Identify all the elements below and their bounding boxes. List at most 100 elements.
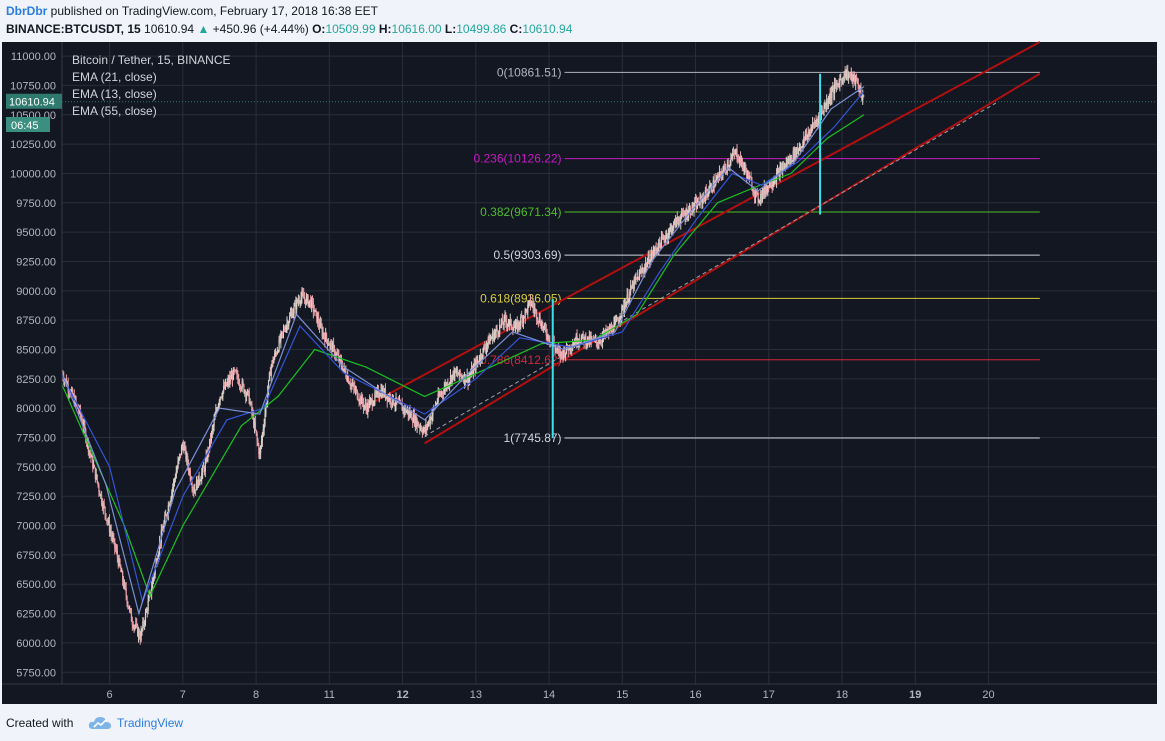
candle-body bbox=[456, 372, 459, 375]
candle-body bbox=[510, 319, 512, 328]
candle-body bbox=[781, 167, 783, 173]
candle-body bbox=[89, 450, 91, 454]
candle-body bbox=[698, 204, 700, 206]
candle-body bbox=[231, 374, 233, 380]
candle-body bbox=[700, 196, 702, 198]
candle-body bbox=[232, 369, 234, 380]
candle-body bbox=[372, 404, 374, 406]
fib-level-label: 0.382(9671.34) bbox=[480, 205, 561, 219]
candle-body bbox=[760, 193, 762, 201]
candle-body bbox=[758, 201, 760, 203]
candle-body bbox=[381, 389, 383, 397]
low-label: L: bbox=[444, 22, 457, 36]
candle-body bbox=[744, 166, 746, 168]
candle-body bbox=[366, 408, 368, 413]
price-chart[interactable]: 0(10861.51) 0.236(10126.22) 0.382(9671.34)… bbox=[0, 40, 1165, 704]
candle-body bbox=[730, 159, 732, 164]
candle-body bbox=[661, 236, 663, 239]
candle-body bbox=[645, 263, 648, 267]
candle-body bbox=[185, 447, 187, 460]
candle-body bbox=[851, 72, 853, 81]
candle-body bbox=[833, 87, 835, 94]
candle-body bbox=[169, 501, 171, 506]
candle-body bbox=[347, 377, 350, 384]
candle-body bbox=[230, 377, 232, 380]
candle-body bbox=[71, 389, 73, 391]
fib-retracement[interactable]: 0(10861.51) 0.236(10126.22) 0.382(9671.34)… bbox=[473, 65, 1040, 445]
candle-body bbox=[487, 337, 489, 344]
candle-body bbox=[344, 366, 346, 372]
candle-body bbox=[804, 137, 806, 140]
candle-body bbox=[333, 346, 336, 356]
candle-body bbox=[217, 404, 220, 410]
candle-body bbox=[203, 467, 205, 472]
candle-body bbox=[205, 455, 207, 463]
candle-body bbox=[413, 414, 416, 425]
candle-body bbox=[703, 198, 706, 201]
candle-body bbox=[764, 186, 766, 194]
candle-body bbox=[369, 399, 372, 401]
candle-body bbox=[420, 427, 422, 429]
candle-body bbox=[597, 343, 599, 346]
candle-body bbox=[132, 624, 134, 628]
candle-body bbox=[852, 76, 854, 81]
candle-body bbox=[679, 222, 681, 224]
candle-body bbox=[565, 352, 567, 357]
candle-body bbox=[513, 327, 515, 331]
fib-level-label: 0.5(9303.69) bbox=[493, 248, 561, 262]
candle-body bbox=[579, 341, 582, 343]
candle-body bbox=[273, 358, 275, 364]
candle-body bbox=[311, 299, 314, 303]
candle-body bbox=[618, 319, 620, 323]
candle-body bbox=[807, 132, 809, 135]
candle-body bbox=[740, 158, 743, 165]
candle-body bbox=[784, 163, 786, 167]
candle-body bbox=[420, 427, 423, 431]
candle-body bbox=[862, 94, 865, 98]
candle-body bbox=[686, 210, 688, 218]
measure-lines[interactable] bbox=[551, 73, 822, 439]
candle-body bbox=[636, 277, 638, 279]
candle-body bbox=[180, 453, 182, 456]
candle-body bbox=[770, 186, 772, 188]
candle-body bbox=[806, 134, 808, 138]
candle-body bbox=[675, 217, 677, 227]
candle-body bbox=[545, 329, 547, 336]
candle-body bbox=[859, 88, 861, 92]
candle-body bbox=[335, 353, 337, 356]
chart-area[interactable]: 0(10861.51) 0.236(10126.22) 0.382(9671.34)… bbox=[0, 40, 1165, 704]
candle-body bbox=[96, 474, 98, 482]
candle-body bbox=[459, 369, 461, 376]
candle-body bbox=[314, 309, 316, 312]
candle-body bbox=[214, 416, 216, 420]
tradingview-link[interactable]: TradingView bbox=[117, 716, 184, 730]
candle-body bbox=[422, 430, 424, 434]
candle-body bbox=[798, 149, 801, 151]
candle-body bbox=[145, 609, 147, 613]
candle-body bbox=[663, 236, 665, 240]
candle-body bbox=[329, 342, 331, 346]
price-change: +450.96 (+4.44%) bbox=[212, 22, 309, 36]
candle-body bbox=[351, 384, 353, 386]
candle-body bbox=[746, 171, 748, 178]
candle-body bbox=[811, 128, 813, 133]
candle-body bbox=[260, 446, 262, 453]
candle-body bbox=[625, 301, 627, 308]
candle-body bbox=[315, 309, 317, 312]
candle-body bbox=[515, 322, 518, 324]
author-link[interactable]: DbrDbr bbox=[6, 4, 48, 18]
candle-body bbox=[153, 574, 155, 578]
candle-body bbox=[489, 339, 491, 345]
y-tick-label: 9500.00 bbox=[16, 227, 56, 239]
candle-body bbox=[118, 559, 120, 566]
candle-body bbox=[681, 211, 683, 218]
candle-body bbox=[370, 399, 372, 401]
candle-body bbox=[614, 321, 616, 324]
candle-body bbox=[274, 353, 276, 359]
candle-body bbox=[152, 577, 155, 581]
candle-body bbox=[136, 625, 139, 636]
candle-body bbox=[561, 351, 563, 354]
candle-body bbox=[426, 425, 428, 428]
candle-body bbox=[506, 321, 508, 326]
candle-body bbox=[718, 171, 721, 179]
